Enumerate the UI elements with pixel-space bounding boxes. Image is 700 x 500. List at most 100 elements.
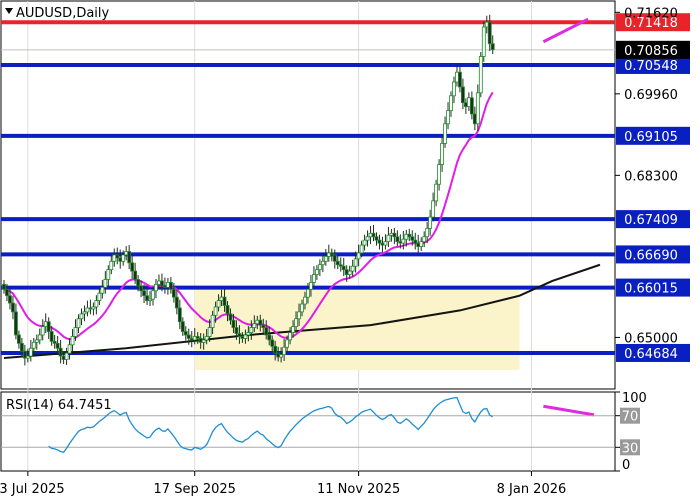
candle-body (407, 233, 412, 238)
candle-body (434, 183, 439, 202)
candlestick (201, 333, 206, 350)
candle-body (461, 86, 465, 104)
price-level-label: 0.67409 (624, 213, 678, 228)
candle-body (25, 355, 30, 359)
candlestick (31, 337, 36, 355)
candlestick (82, 305, 87, 322)
candle-body (314, 269, 319, 275)
candle-body (428, 216, 433, 229)
candlestick (314, 265, 319, 280)
candlestick (243, 329, 248, 344)
candlestick (55, 335, 60, 355)
candle-body (300, 303, 304, 313)
candlestick (174, 289, 179, 315)
candle-body (19, 342, 24, 352)
x-axis-label: 23 Jul 2025 (0, 482, 65, 497)
consolidation-zone (194, 285, 520, 370)
y-axis-label: 0.65000 (624, 331, 678, 346)
candle-body (285, 339, 290, 348)
candle-body (401, 238, 406, 244)
candle-body (374, 236, 379, 241)
candle-body (189, 338, 194, 341)
candlestick (64, 347, 69, 365)
candle-body (469, 97, 474, 115)
candlestick (106, 265, 111, 287)
candle-body (410, 236, 415, 241)
candlestick (401, 230, 406, 250)
candle-body (356, 252, 361, 260)
axis-ticks: 23 Jul 2025 17 Sep 2025 11 Nov 2025 8 Jan 2… (0, 11, 647, 497)
candle-body (210, 314, 215, 329)
candle-body (377, 239, 382, 244)
price-axis-labels: 0.71418 0.70548 0.69105 0.67409 0.66690 0.660… (616, 6, 690, 362)
candlestick (121, 250, 126, 266)
price-level-label: 0.69105 (624, 130, 678, 145)
candlestick (177, 299, 182, 330)
candlestick (422, 231, 427, 248)
candlestick (264, 320, 269, 340)
candle-body (338, 264, 343, 267)
candlestick (16, 330, 21, 349)
candlestick (440, 137, 444, 172)
candlestick (323, 249, 328, 266)
candle-body (67, 344, 72, 354)
candle-body (323, 255, 328, 262)
candle-body (458, 71, 462, 88)
candle-body (291, 326, 295, 333)
price-level-label: 0.71418 (624, 16, 678, 31)
chart-title-group: AUDUSD,Daily (5, 6, 110, 21)
candle-body (216, 300, 221, 308)
candle-body (109, 260, 114, 271)
candlestick (8, 289, 12, 310)
candle-body (472, 113, 477, 125)
moving-average-slow-line (3, 263, 601, 360)
candle-body (88, 307, 93, 310)
candlestick (25, 348, 30, 363)
candle-body (49, 331, 54, 342)
rsi-level-tag (620, 439, 640, 456)
candlestick (37, 328, 42, 345)
candle-body (198, 338, 203, 343)
candle-body (419, 241, 424, 247)
rsi-divergence-line (543, 404, 595, 417)
candlestick (58, 339, 63, 364)
candlestick (5, 283, 9, 302)
candlestick (291, 320, 295, 338)
candle-body (231, 319, 236, 329)
candle-body (431, 200, 436, 218)
candlestick (410, 230, 415, 246)
candlestick (133, 262, 138, 284)
price-level-tag (616, 245, 690, 264)
candle-body (163, 285, 167, 288)
candle-body (76, 318, 81, 329)
candlestick (449, 91, 453, 117)
candlestick (76, 314, 81, 334)
candle-body (145, 295, 149, 301)
candle-body (332, 254, 337, 262)
candlestick (186, 328, 191, 345)
candle-body (28, 347, 33, 357)
candle-body (207, 327, 212, 337)
candlestick (478, 52, 483, 98)
candlestick (195, 332, 200, 344)
candlestick (309, 275, 313, 297)
candlestick (419, 237, 424, 251)
candlestick (171, 282, 176, 303)
candlestick (97, 286, 102, 306)
candle-body (58, 347, 63, 357)
x-axis-label: 8 Jan 2026 (497, 482, 567, 497)
candle-body (392, 232, 397, 238)
candle-body (183, 331, 188, 336)
candlestick (22, 344, 27, 366)
candlestick (267, 326, 272, 346)
candlestick (353, 251, 358, 273)
candlestick (386, 226, 391, 248)
candle-body (228, 313, 233, 321)
candlestick (294, 311, 298, 334)
candle-body (282, 346, 287, 356)
price-divergence-line (542, 17, 589, 44)
candle-body (449, 95, 453, 111)
candlestick (458, 64, 462, 93)
rsi-level-tag (620, 407, 640, 424)
candlestick (52, 334, 57, 349)
